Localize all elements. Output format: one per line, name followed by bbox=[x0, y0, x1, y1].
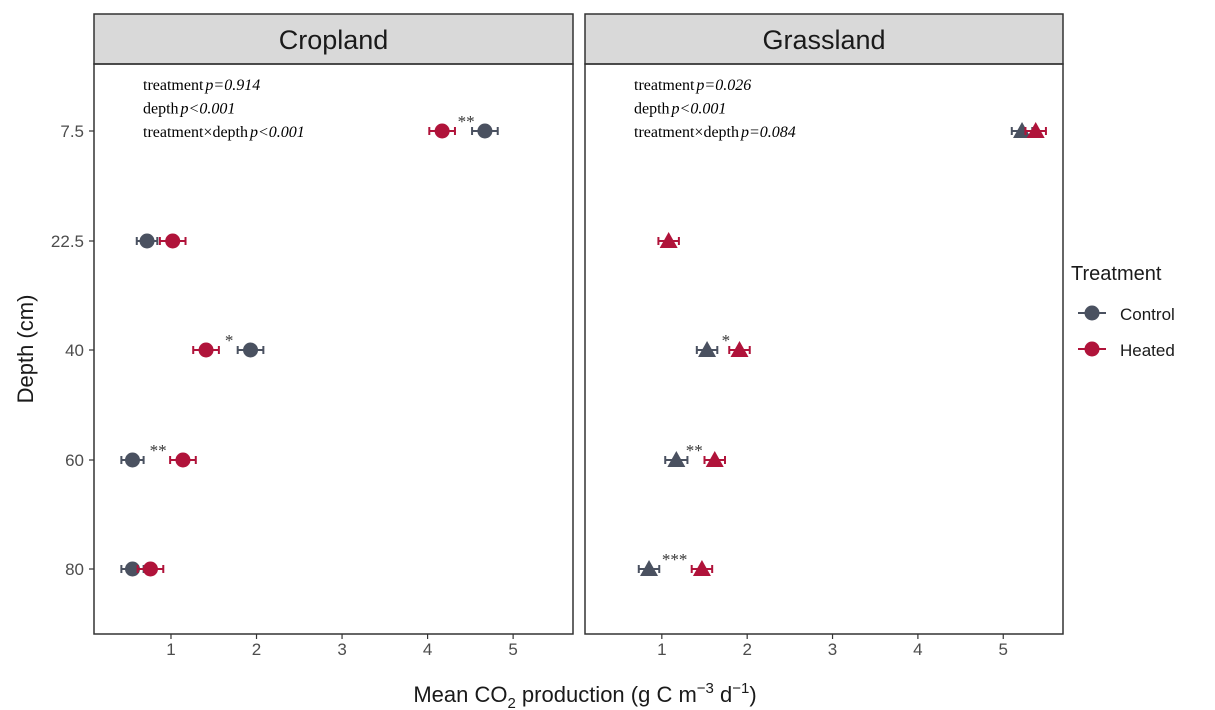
x-tick-label: 4 bbox=[423, 640, 432, 659]
legend-label-heated: Heated bbox=[1120, 341, 1175, 360]
data-point-control bbox=[1013, 122, 1032, 138]
data-point-control bbox=[640, 560, 659, 576]
panel-cropland: Cropland 1 2 3 4 5 treatment p=0.914 depth p<0.00… bbox=[93, 13, 574, 659]
y-axis: 7.5 22.5 40 60 80 bbox=[51, 122, 94, 579]
significance-label: ** bbox=[150, 441, 167, 460]
data-point-control bbox=[124, 561, 140, 577]
panel-title: Grassland bbox=[762, 25, 885, 55]
data-point-heated bbox=[730, 341, 749, 357]
data-point-control bbox=[667, 451, 686, 467]
data-point-heated bbox=[198, 342, 214, 358]
data-point-control bbox=[124, 452, 140, 468]
data-point-control bbox=[477, 123, 493, 139]
x-tick-label: 1 bbox=[657, 640, 666, 659]
x-tick-label: 4 bbox=[913, 640, 922, 659]
x-axis-title-part: 2 bbox=[507, 695, 515, 710]
legend: Treatment Control Heated bbox=[1071, 263, 1175, 360]
significance-label: * bbox=[722, 331, 731, 350]
y-tick-label: 60 bbox=[65, 451, 84, 470]
significance-label: ** bbox=[458, 112, 475, 131]
stats-annotation: treatment p=0.026 bbox=[634, 77, 751, 94]
stats-annotation: depth p<0.001 bbox=[143, 101, 235, 118]
legend-key-control bbox=[1084, 305, 1100, 321]
stats-annotation: depth p<0.001 bbox=[634, 101, 726, 118]
data-point-heated bbox=[1026, 122, 1045, 138]
x-tick-label: 5 bbox=[999, 640, 1008, 659]
x-tick-label: 2 bbox=[252, 640, 261, 659]
data-point-heated bbox=[692, 560, 711, 576]
data-point-heated bbox=[434, 123, 450, 139]
y-tick-label: 80 bbox=[65, 560, 84, 579]
panel-border bbox=[584, 63, 1064, 635]
x-tick-label: 1 bbox=[166, 640, 175, 659]
significance-label: ** bbox=[686, 441, 703, 460]
significance-label: *** bbox=[662, 550, 688, 569]
panel-title: Cropland bbox=[279, 25, 389, 55]
data-point-heated bbox=[142, 561, 158, 577]
data-point-control bbox=[698, 341, 717, 357]
x-tick-label: 3 bbox=[337, 640, 346, 659]
panel-grassland: Grassland 1 2 3 4 5 treatment p=0.026 depth p<0.0… bbox=[584, 13, 1064, 659]
significance-label: * bbox=[225, 331, 234, 350]
y-tick-label: 7.5 bbox=[60, 122, 84, 141]
panel-border bbox=[93, 63, 574, 635]
x-axis-title-part: ) bbox=[749, 682, 756, 707]
x-axis-title-part: d bbox=[714, 682, 732, 707]
data-point-control bbox=[139, 233, 155, 249]
x-tick-label: 5 bbox=[508, 640, 517, 659]
data-point-heated bbox=[659, 232, 678, 248]
data-point-control bbox=[243, 342, 259, 358]
x-axis-title-part: Mean CO bbox=[413, 682, 507, 707]
y-axis-title: Depth (cm) bbox=[13, 295, 38, 404]
x-axis-title-part: production (g C m bbox=[516, 682, 697, 707]
x-tick-label: 2 bbox=[742, 640, 751, 659]
data-point-heated bbox=[705, 451, 724, 467]
x-axis-title: Mean CO2 production (g C m−3 d−1) bbox=[413, 680, 756, 710]
stats-annotation: treatment×depth p=0.084 bbox=[634, 124, 796, 141]
panel-strip bbox=[584, 13, 1064, 65]
stats-annotation: treatment×depth p<0.001 bbox=[143, 124, 305, 141]
x-axis-title-part: −3 bbox=[697, 680, 714, 697]
panels: Cropland 1 2 3 4 5 treatment p=0.914 depth p<0.00… bbox=[93, 13, 1064, 659]
data-point-heated bbox=[165, 233, 181, 249]
legend-key-heated bbox=[1084, 341, 1100, 357]
x-tick-label: 3 bbox=[828, 640, 837, 659]
legend-label-control: Control bbox=[1120, 305, 1175, 324]
y-tick-label: 40 bbox=[65, 341, 84, 360]
panel-strip bbox=[93, 13, 574, 65]
stats-annotation: treatment p=0.914 bbox=[143, 77, 260, 94]
data-point-heated bbox=[175, 452, 191, 468]
x-axis-title-part: −1 bbox=[732, 680, 749, 697]
legend-title: Treatment bbox=[1071, 263, 1162, 285]
y-tick-label: 22.5 bbox=[51, 232, 84, 251]
